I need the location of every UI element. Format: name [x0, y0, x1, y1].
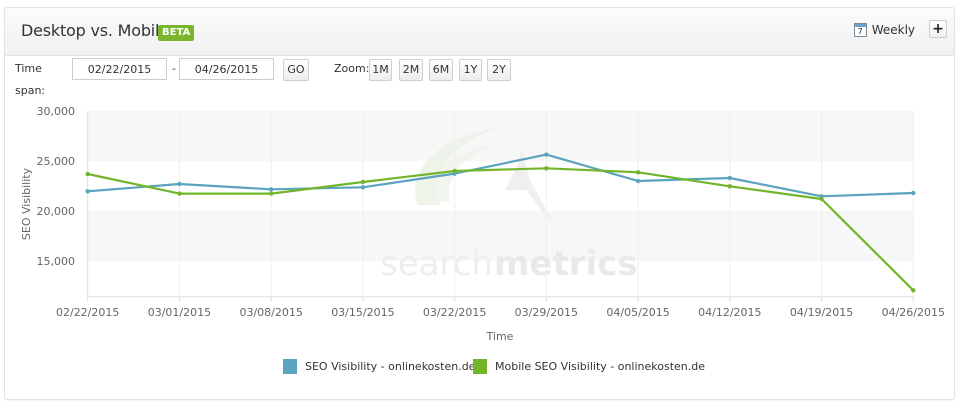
zoom-2m-button[interactable]: 2M: [399, 59, 423, 81]
beta-badge: BETA: [158, 25, 195, 41]
legend-item-mobile[interactable]: Mobile SEO Visibility - onlinekosten.de: [473, 359, 705, 374]
time-span-label: Time span:: [15, 62, 46, 97]
date-separator: -: [172, 62, 176, 75]
add-button[interactable]: +: [929, 20, 947, 38]
go-button[interactable]: GO: [283, 59, 309, 81]
panel-header: Desktop vs. Mobile BETA 7 Weekly +: [5, 8, 954, 56]
zoom-label: Zoom:: [334, 62, 370, 75]
calendar-icon: 7: [853, 23, 867, 37]
panel-title: Desktop vs. Mobile: [21, 21, 169, 40]
legend-swatch-desktop: [283, 359, 297, 374]
legend-item-desktop[interactable]: SEO Visibility - onlinekosten.de: [283, 359, 475, 374]
start-date-input[interactable]: [72, 58, 167, 80]
legend-label-mobile: Mobile SEO Visibility - onlinekosten.de: [495, 360, 706, 373]
zoom-1y-button[interactable]: 1Y: [459, 59, 482, 81]
interval-label: Weekly: [871, 23, 915, 37]
legend-label-desktop: SEO Visibility - onlinekosten.de: [305, 360, 476, 373]
zoom-6m-button[interactable]: 6M: [429, 59, 453, 81]
zoom-2y-button[interactable]: 2Y: [487, 59, 511, 81]
legend-swatch-mobile: [473, 359, 487, 374]
zoom-1m-button[interactable]: 1M: [369, 59, 392, 81]
interval-selector[interactable]: 7 Weekly: [853, 23, 915, 37]
end-date-input[interactable]: [179, 58, 274, 80]
